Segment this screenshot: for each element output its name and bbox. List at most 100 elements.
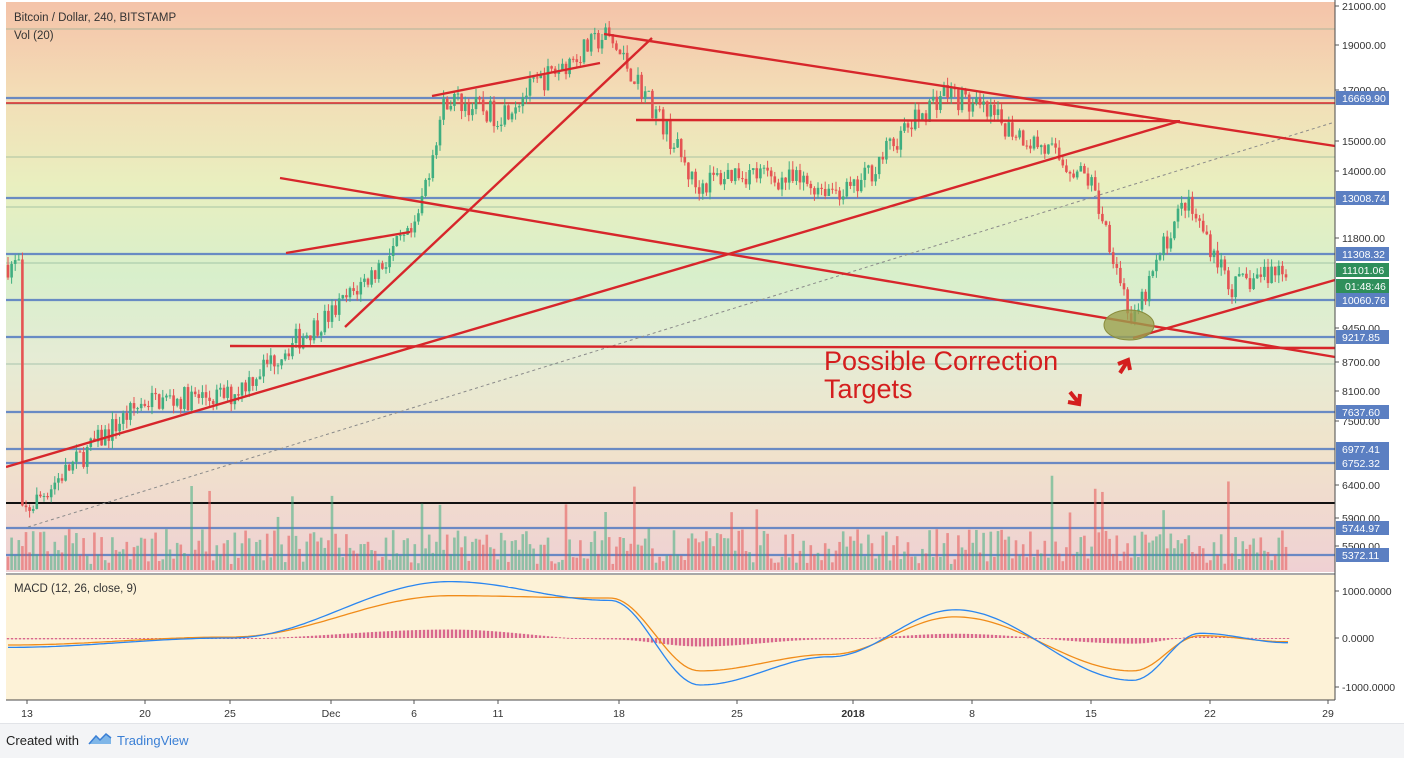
- volume-bar: [1054, 541, 1057, 570]
- candle-body: [1176, 208, 1180, 222]
- candle-body: [391, 246, 395, 257]
- candle-body: [989, 104, 993, 117]
- candle-body: [1011, 122, 1014, 137]
- volume-bar: [564, 504, 568, 570]
- volume-bar: [1198, 546, 1201, 570]
- macd-hist-bar: [1014, 636, 1018, 638]
- candle-body: [1165, 236, 1169, 249]
- candle-body: [870, 165, 874, 182]
- candle-body: [874, 174, 877, 182]
- trend-line: [229, 344, 1336, 350]
- volume-bar: [1191, 552, 1194, 570]
- candle-body: [1032, 136, 1036, 149]
- macd-hist-bar: [366, 632, 370, 638]
- candle-body: [399, 235, 402, 237]
- volume-bar: [78, 555, 82, 570]
- volume-bar: [424, 548, 427, 570]
- candle-body: [1065, 165, 1068, 172]
- volume-bar: [921, 548, 924, 570]
- macd-hist-bar: [1194, 636, 1198, 638]
- macd-hist-bar: [78, 638, 82, 640]
- candle-body: [395, 236, 399, 247]
- volume-bar: [1079, 537, 1083, 570]
- volume-bar: [348, 547, 352, 570]
- macd-hist-bar: [502, 632, 506, 638]
- volume-bar: [129, 559, 132, 570]
- candle-body: [402, 234, 406, 236]
- volume-bar: [654, 562, 658, 570]
- candle-body: [82, 451, 85, 467]
- level-labels: 16669.90 13008.74 11308.32 10060.76 9217.85 7…: [1336, 91, 1389, 562]
- macd-hist-bar: [430, 629, 434, 638]
- candle-body: [413, 221, 417, 233]
- candle-body: [258, 376, 262, 380]
- price-axis[interactable]: [1335, 0, 1404, 700]
- candle-body: [924, 113, 928, 122]
- volume-bar: [1169, 533, 1173, 570]
- volume-bar: [154, 532, 157, 570]
- macd-hist-bar: [742, 638, 746, 645]
- candle-body: [431, 155, 435, 179]
- annotation-line2: Targets: [824, 374, 913, 404]
- macd-hist-bar: [794, 638, 798, 641]
- volume-bar: [532, 548, 535, 570]
- candle-body: [251, 377, 255, 386]
- candle-body: [967, 94, 971, 112]
- candle-body: [1245, 273, 1248, 279]
- candle-body: [143, 403, 147, 406]
- candle-body: [823, 188, 827, 196]
- candle-body: [1119, 267, 1122, 284]
- macd-hist-bar: [662, 638, 666, 645]
- macd-hist-bar: [738, 638, 742, 645]
- volume-bar: [643, 538, 647, 570]
- macd-hist-bar: [10, 638, 14, 640]
- volume-bar: [442, 549, 445, 570]
- candle-body: [672, 147, 676, 149]
- volume-bar: [913, 556, 917, 570]
- volume-bar: [1003, 539, 1007, 570]
- macd-hist-bar: [126, 638, 130, 639]
- candle-body: [129, 403, 132, 420]
- volume-bar: [960, 547, 964, 570]
- macd-hist-bar: [14, 638, 18, 640]
- candle-body: [935, 96, 939, 110]
- candle-body: [1075, 171, 1079, 178]
- volume-bar: [388, 559, 391, 570]
- candle-body: [589, 34, 593, 52]
- level-badge: [1336, 548, 1389, 562]
- volume-bar: [64, 535, 67, 570]
- volume-bar: [93, 532, 96, 570]
- candle-body: [856, 179, 859, 192]
- candle-body: [208, 397, 211, 401]
- time-tick-label: 6: [411, 708, 417, 720]
- level-badge: [1336, 456, 1389, 470]
- volume-bar: [1255, 552, 1259, 570]
- macd-hist-bar: [538, 635, 542, 638]
- price-pane[interactable]: [6, 2, 1335, 572]
- footer-brand-link[interactable]: TradingView: [117, 733, 189, 748]
- volume-bar: [291, 496, 294, 570]
- candle-body: [341, 295, 345, 299]
- candle-body: [485, 111, 489, 122]
- macd-hist-bar: [1202, 636, 1206, 638]
- candle-body: [17, 259, 21, 261]
- macd-hist-bar: [318, 635, 322, 638]
- macd-hist-bar: [422, 629, 426, 638]
- macd-hist-bar: [510, 632, 514, 638]
- volume-bar: [337, 547, 341, 570]
- macd-hist-bar: [894, 636, 898, 638]
- candle-body: [273, 355, 276, 367]
- volume-bar: [730, 512, 733, 570]
- volume-bar: [726, 538, 730, 570]
- candle-body: [183, 387, 186, 409]
- volume-bar: [611, 563, 615, 570]
- volume-bar: [417, 563, 420, 570]
- volume-bar: [1284, 546, 1288, 570]
- candle-body: [636, 74, 640, 84]
- candle-body: [975, 97, 978, 104]
- macd-hist-bar: [362, 632, 366, 638]
- candle-body: [121, 413, 125, 424]
- candle-body: [1101, 213, 1104, 222]
- time-axis[interactable]: [0, 700, 1404, 723]
